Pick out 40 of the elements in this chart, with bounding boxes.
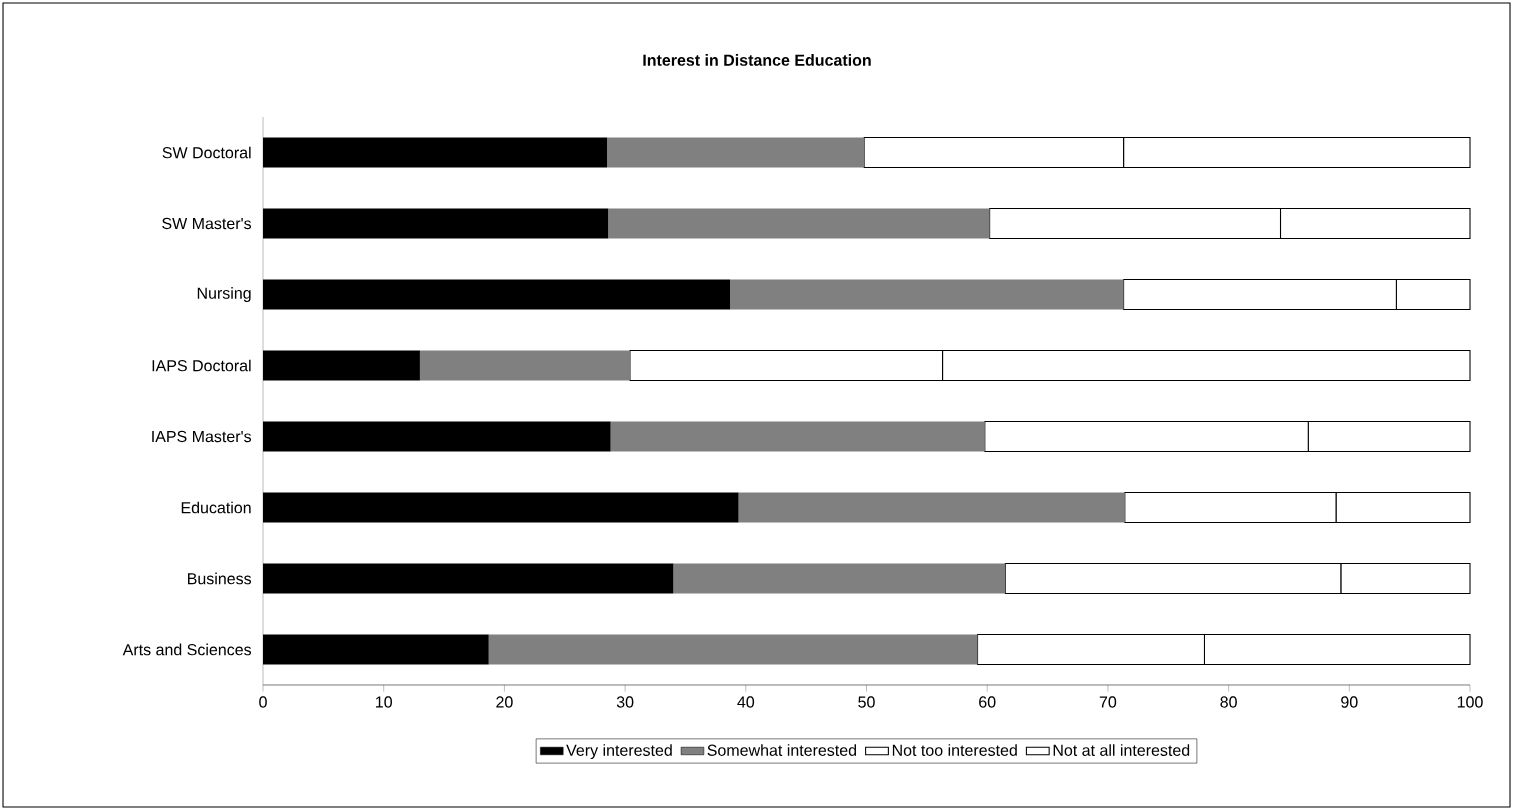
- bar: [263, 563, 674, 594]
- y-tick-label: IAPS Doctoral: [152, 359, 251, 372]
- x-tick-label: 20: [496, 696, 513, 708]
- x-tick-label: 0: [259, 696, 267, 708]
- bar: [730, 279, 1124, 310]
- x-tick-label: 50: [858, 696, 875, 708]
- chart-title: Interest in Distance Education: [643, 54, 871, 66]
- legend-label: Somewhat interested: [707, 744, 857, 756]
- bar: [608, 208, 990, 239]
- legend-label: Not at all interested: [1053, 744, 1190, 756]
- bar: [263, 492, 739, 523]
- bar: [263, 137, 608, 168]
- y-tick-label: Nursing: [197, 287, 251, 302]
- x-tick-label: 100: [1457, 696, 1483, 708]
- x-tick-label: 60: [979, 696, 996, 708]
- x-tick-label: 90: [1341, 696, 1358, 708]
- y-tick-label: Business: [188, 572, 252, 585]
- bar: [488, 634, 978, 665]
- x-tick-label: 40: [737, 696, 755, 708]
- y-tick-label: SW Master's: [162, 217, 252, 230]
- y-tick-label: SW Doctoral: [162, 146, 251, 159]
- bar: [419, 350, 630, 381]
- y-tick-label: Education: [181, 501, 251, 514]
- bar: [610, 421, 985, 452]
- x-tick-label: 30: [616, 696, 634, 708]
- x-tick-label: 80: [1220, 696, 1237, 708]
- bar: [263, 279, 731, 310]
- y-tick-label: Arts and Sciences: [122, 643, 252, 656]
- legend-label: Not too interested: [892, 744, 1017, 756]
- bar: [263, 208, 609, 239]
- bar: [263, 421, 611, 452]
- x-tick-label: 70: [1099, 696, 1117, 708]
- bar: [738, 492, 1125, 523]
- bar: [263, 350, 420, 381]
- y-tick-label: IAPS Master's: [152, 430, 252, 443]
- bar: [607, 137, 865, 168]
- legend-label: Very interested: [566, 744, 672, 760]
- bar: [263, 634, 489, 665]
- bar: [673, 563, 1006, 594]
- x-tick-label: 10: [376, 696, 392, 708]
